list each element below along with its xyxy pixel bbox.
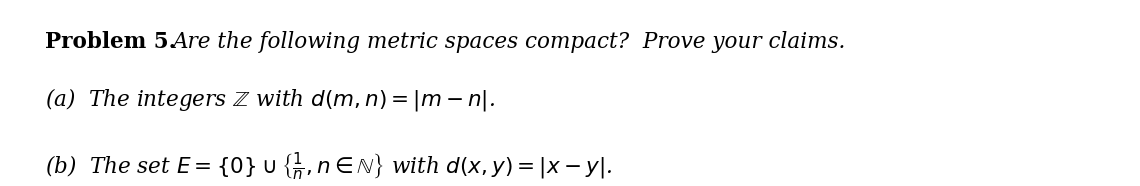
Text: Problem 5.: Problem 5.: [44, 31, 176, 53]
Text: (b)  The set $E = \{0\} \cup \left\{\frac{1}{n}, n \in \mathbb{N}\right\}$ with : (b) The set $E = \{0\} \cup \left\{\frac…: [44, 151, 612, 182]
Text: (a)  The integers $\mathbb{Z}$ with $d(m,n) = |m-n|$.: (a) The integers $\mathbb{Z}$ with $d(m,…: [44, 86, 495, 113]
Text: Are the following metric spaces compact?  Prove your claims.: Are the following metric spaces compact?…: [173, 31, 847, 53]
